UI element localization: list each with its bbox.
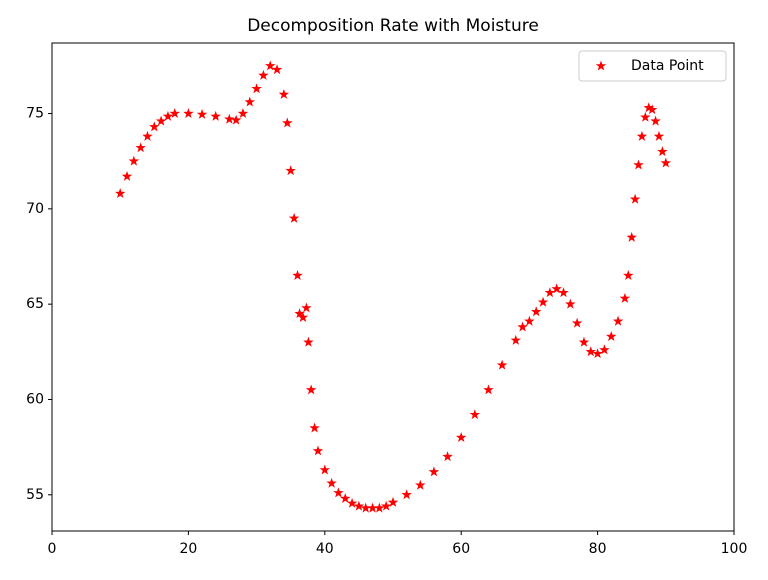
data-point — [258, 69, 269, 80]
data-point — [455, 432, 467, 443]
data-point — [530, 306, 542, 317]
y-tick-label: 65 — [26, 296, 44, 312]
data-point — [294, 308, 305, 319]
legend-marker — [595, 60, 607, 71]
data-point — [121, 170, 133, 181]
data-point — [142, 130, 153, 141]
data-point — [333, 487, 344, 498]
data-point — [360, 502, 371, 513]
data-point — [288, 212, 300, 223]
x-tick-label: 60 — [452, 541, 470, 557]
data-point — [636, 130, 648, 141]
data-point — [565, 298, 576, 309]
data-point — [353, 500, 365, 511]
data-point — [292, 270, 303, 281]
data-point — [401, 489, 412, 500]
data-point — [196, 108, 208, 119]
data-point — [619, 292, 631, 303]
data-point — [114, 188, 126, 199]
x-tick-label: 0 — [48, 541, 57, 557]
legend-label: Data Point — [631, 58, 704, 74]
data-point — [340, 493, 351, 504]
data-point — [367, 502, 378, 513]
data-point — [537, 296, 549, 307]
data-point — [244, 96, 256, 107]
data-point — [301, 302, 312, 313]
data-point — [643, 102, 654, 113]
data-point — [149, 121, 160, 132]
data-point — [265, 60, 276, 71]
data-point — [517, 321, 528, 332]
data-point — [629, 193, 641, 204]
x-tick-label: 100 — [721, 541, 748, 557]
data-point — [303, 336, 314, 347]
x-tick-label: 80 — [589, 541, 607, 557]
data-point — [326, 477, 337, 488]
y-tick-label: 75 — [26, 106, 44, 122]
data-point — [346, 497, 358, 508]
data-point — [599, 344, 610, 355]
data-point — [237, 108, 249, 118]
data-point — [650, 115, 661, 126]
plot-frame — [51, 42, 735, 532]
data-point — [469, 409, 481, 420]
y-tick-label: 70 — [26, 201, 44, 217]
data-point — [415, 479, 426, 490]
data-point — [271, 64, 283, 75]
data-point — [309, 422, 320, 433]
data-point — [524, 315, 535, 326]
data-point — [251, 83, 262, 94]
data-point — [278, 88, 290, 99]
data-point — [660, 157, 672, 168]
data-point — [380, 500, 392, 511]
y-tick-label: 55 — [26, 487, 44, 503]
data-point — [162, 110, 174, 121]
data-point — [305, 384, 317, 395]
data-point — [585, 346, 597, 357]
data-point — [442, 451, 453, 462]
data-point — [496, 359, 508, 370]
x-tick-label: 40 — [316, 541, 334, 557]
data-point — [626, 231, 637, 242]
data-point — [374, 502, 385, 513]
data-point — [592, 348, 603, 359]
data-point — [578, 336, 590, 347]
data-point — [551, 283, 562, 294]
data-point — [128, 155, 140, 166]
data-point — [653, 130, 665, 141]
data-point — [183, 108, 194, 118]
data-point — [230, 114, 242, 125]
chart-title: Decomposition Rate with Moisture — [247, 16, 539, 36]
data-point — [155, 115, 167, 126]
data-point — [282, 117, 293, 128]
y-tick-label: 60 — [26, 391, 44, 407]
data-point — [224, 113, 235, 124]
x-tick-label: 20 — [179, 541, 197, 557]
data-point — [633, 159, 644, 170]
data-point — [428, 466, 440, 477]
data-point — [544, 287, 556, 298]
data-point — [571, 317, 583, 328]
data-point — [640, 111, 651, 122]
legend-box — [578, 50, 727, 82]
data-point — [510, 334, 521, 345]
data-point — [387, 496, 399, 507]
data-point — [606, 331, 617, 342]
data-point — [646, 104, 658, 115]
data-point — [312, 445, 324, 456]
data-point — [623, 270, 634, 281]
data-point — [169, 108, 180, 118]
data-point — [135, 142, 146, 153]
data-point — [297, 312, 309, 322]
data-point — [285, 165, 296, 176]
data-point — [612, 315, 624, 326]
data-point — [558, 287, 569, 298]
data-point — [319, 464, 331, 475]
data-point — [483, 384, 494, 395]
data-point — [210, 110, 221, 121]
data-point — [657, 146, 668, 157]
